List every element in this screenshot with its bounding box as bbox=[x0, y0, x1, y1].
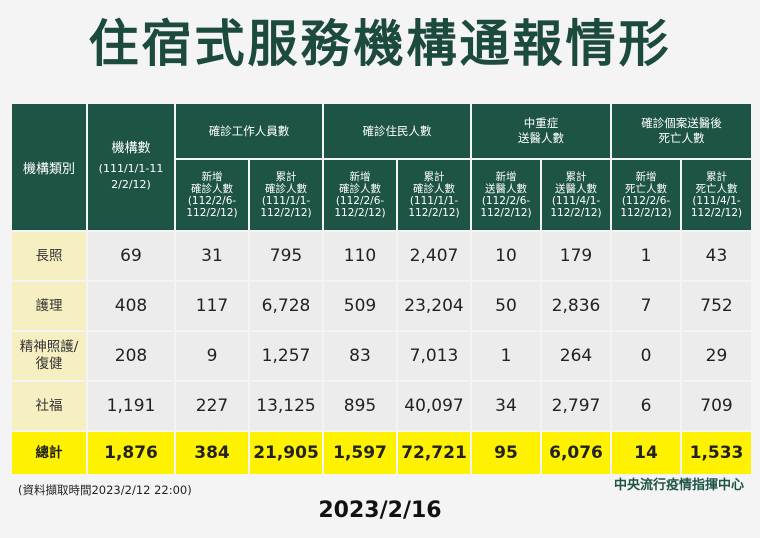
table-cell: 179 bbox=[542, 232, 610, 280]
table-cell: 1,533 bbox=[682, 432, 751, 474]
header-sub-5: 新增 送醫人數 (112/2/6- 112/2/12) bbox=[472, 160, 540, 230]
row-label: 護理 bbox=[12, 282, 86, 330]
table-cell: 23,204 bbox=[398, 282, 470, 330]
table-cell: 83 bbox=[324, 332, 396, 380]
table-cell: 752 bbox=[682, 282, 751, 330]
table-cell: 709 bbox=[682, 382, 751, 430]
table-cell: 110 bbox=[324, 232, 396, 280]
header-group-staff: 確診工作人員數 bbox=[176, 104, 322, 158]
table-row: 護理 408 117 6,728 509 23,204 50 2,836 7 752 bbox=[12, 282, 751, 330]
table-cell: 72,721 bbox=[398, 432, 470, 474]
report-table: 機構類別 機構數 (111/1/1-112/2/12) 確診工作人員數 確診住民… bbox=[10, 102, 753, 476]
table-cell: 6,076 bbox=[542, 432, 610, 474]
row-label: 社福 bbox=[12, 382, 86, 430]
table-cell: 227 bbox=[176, 382, 248, 430]
table-cell: 34 bbox=[472, 382, 540, 430]
table-cell: 31 bbox=[176, 232, 248, 280]
report-date: 2023/2/16 bbox=[318, 498, 442, 523]
table-cell: 50 bbox=[472, 282, 540, 330]
row-label: 總計 bbox=[12, 432, 86, 474]
table-cell: 10 bbox=[472, 232, 540, 280]
table-cell: 895 bbox=[324, 382, 396, 430]
header-category: 機構類別 bbox=[12, 104, 86, 230]
header-count: 機構數 (111/1/1-112/2/12) bbox=[88, 104, 174, 230]
header-sub-4: 累計 確診人數 (111/1/1- 112/2/12) bbox=[398, 160, 470, 230]
table-cell: 95 bbox=[472, 432, 540, 474]
table-cell: 264 bbox=[542, 332, 610, 380]
header-sub-3: 新增 確診人數 (112/2/6- 112/2/12) bbox=[324, 160, 396, 230]
header-sub-8: 累計 死亡人數 (111/4/1- 112/2/12) bbox=[682, 160, 751, 230]
table-cell: 21,905 bbox=[250, 432, 322, 474]
table-row: 精神照護/ 復健 208 9 1,257 83 7,013 1 264 0 29 bbox=[12, 332, 751, 380]
table-cell: 208 bbox=[88, 332, 174, 380]
table-cell: 1,191 bbox=[88, 382, 174, 430]
table-cell: 408 bbox=[88, 282, 174, 330]
table-cell: 7,013 bbox=[398, 332, 470, 380]
table-row: 社福 1,191 227 13,125 895 40,097 34 2,797 6 709 bbox=[12, 382, 751, 430]
table-row: 長照 69 31 795 110 2,407 10 179 1 43 bbox=[12, 232, 751, 280]
header-sub-1: 新增 確診人數 (112/2/6- 112/2/12) bbox=[176, 160, 248, 230]
table-cell: 14 bbox=[612, 432, 680, 474]
table-cell: 2,797 bbox=[542, 382, 610, 430]
header-count-range: (111/1/1-112/2/12) bbox=[98, 162, 164, 191]
header-count-title: 機構數 bbox=[111, 141, 151, 156]
table-cell: 1,876 bbox=[88, 432, 174, 474]
page-title: 住宿式服務機構通報情形 bbox=[88, 15, 672, 73]
table-cell: 40,097 bbox=[398, 382, 470, 430]
header-sub-7: 新增 死亡人數 (112/2/6- 112/2/12) bbox=[612, 160, 680, 230]
table-cell: 7 bbox=[612, 282, 680, 330]
table-cell: 1 bbox=[472, 332, 540, 380]
table-cell: 0 bbox=[612, 332, 680, 380]
table-cell: 1 bbox=[612, 232, 680, 280]
header-group-deaths: 確診個案送醫後 死亡人數 bbox=[612, 104, 751, 158]
table-cell: 69 bbox=[88, 232, 174, 280]
table-cell: 795 bbox=[250, 232, 322, 280]
row-label: 精神照護/ 復健 bbox=[12, 332, 86, 380]
table-cell: 29 bbox=[682, 332, 751, 380]
table-cell: 6 bbox=[612, 382, 680, 430]
total-row: 總計 1,876 384 21,905 1,597 72,721 95 6,076 14 1,53… bbox=[12, 432, 751, 474]
table-cell: 6,728 bbox=[250, 282, 322, 330]
table-cell: 1,597 bbox=[324, 432, 396, 474]
table-cell: 384 bbox=[176, 432, 248, 474]
header-group-severe: 中重症 送醫人數 bbox=[472, 104, 610, 158]
table-cell: 509 bbox=[324, 282, 396, 330]
table-body: 長照 69 31 795 110 2,407 10 179 1 43 護理 408 117 6,728 50… bbox=[12, 232, 751, 474]
data-timestamp-note: (資料擷取時間2023/2/12 22:00) bbox=[18, 483, 192, 497]
table-cell: 2,836 bbox=[542, 282, 610, 330]
table-cell: 2,407 bbox=[398, 232, 470, 280]
header-sub-6: 累計 送醫人數 (111/4/1- 112/2/12) bbox=[542, 160, 610, 230]
table-cell: 9 bbox=[176, 332, 248, 380]
row-label: 長照 bbox=[12, 232, 86, 280]
table-cell: 13,125 bbox=[250, 382, 322, 430]
header-sub-2: 累計 確診人數 (111/1/1- 112/2/12) bbox=[250, 160, 322, 230]
agency-name: 中央流行疫情指揮中心 bbox=[613, 478, 744, 493]
table-cell: 43 bbox=[682, 232, 751, 280]
table-cell: 1,257 bbox=[250, 332, 322, 380]
table-cell: 117 bbox=[176, 282, 248, 330]
header-group-residents: 確診住民人數 bbox=[324, 104, 470, 158]
